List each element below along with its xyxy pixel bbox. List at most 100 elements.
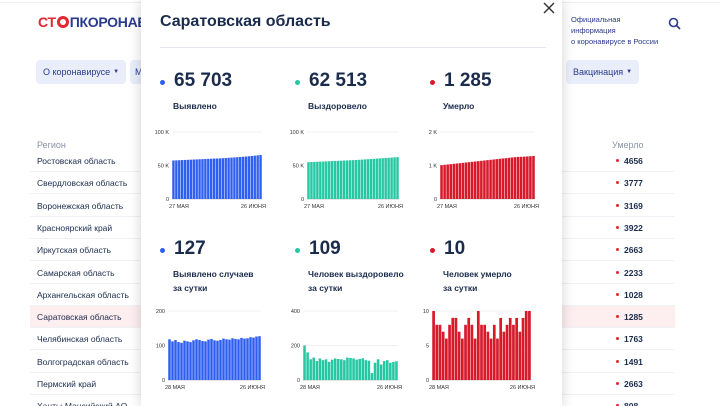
chart-bar[interactable] [247,156,251,199]
chart-bar[interactable] [255,336,258,380]
chart-bar[interactable] [192,159,195,199]
close-icon[interactable] [542,1,556,15]
chart-bar[interactable] [343,360,346,380]
chart-bar[interactable] [528,311,531,380]
chart-bar[interactable] [312,357,316,380]
table-row[interactable]: Ханты-Мансийский АО 808 [30,395,675,406]
chart-bar[interactable] [378,158,381,199]
chart-bar[interactable] [446,164,449,199]
chart-bar[interactable] [207,158,210,199]
chart-bar[interactable] [461,162,465,199]
chart-bar[interactable] [183,340,186,380]
chart-bar[interactable] [336,358,340,380]
chart-bar[interactable] [381,158,384,199]
chart-bar[interactable] [387,157,390,199]
chart-bar[interactable] [390,157,393,199]
chart-bar[interactable] [467,162,471,199]
chart-bar[interactable] [258,336,261,380]
chart-bar[interactable] [480,324,483,380]
chart-bar[interactable] [236,157,239,199]
chart-bar[interactable] [175,160,178,199]
chart-bar[interactable] [473,161,477,199]
chart-bar[interactable] [177,342,180,380]
chart-bar[interactable] [504,158,508,199]
chart-bar[interactable] [460,338,464,380]
chart-bar[interactable] [178,160,181,199]
chart-bar[interactable] [330,161,334,199]
chart-bar[interactable] [451,317,455,380]
chart-bar[interactable] [209,158,213,199]
chart-bar[interactable] [395,361,398,380]
chart-bar[interactable] [492,159,495,199]
chart-bar[interactable] [252,337,255,380]
chart-bar[interactable] [195,159,198,199]
chart-bar[interactable] [432,311,435,380]
chart-bar[interactable] [333,358,337,380]
chart-bar[interactable] [532,155,535,199]
chart-bar[interactable] [212,158,216,199]
chart-bar[interactable] [325,161,328,199]
chart-bar[interactable] [207,339,210,380]
chart-bar[interactable] [492,324,496,380]
chart-bar[interactable] [522,156,526,199]
chart-bar[interactable] [480,160,483,199]
chart-bar[interactable] [449,164,453,199]
chart-bar[interactable] [477,161,480,199]
chart-bar[interactable] [470,161,474,199]
chart-bar[interactable] [316,161,319,199]
chart-bar[interactable] [489,159,492,199]
chart-bar[interactable] [502,331,506,380]
chart-bar[interactable] [168,339,171,380]
chart-bar[interactable] [470,324,474,380]
chart-bar[interactable] [483,160,486,199]
chart-bar[interactable] [222,338,225,380]
chart-bar[interactable] [519,156,523,199]
chart-bar[interactable] [230,157,233,199]
chart-bar[interactable] [306,352,309,380]
chart-bar[interactable] [244,156,248,199]
chart-bar[interactable] [333,160,337,199]
chart-bar[interactable] [180,342,183,380]
chart-bar[interactable] [515,317,518,380]
chart-bar[interactable] [363,159,367,199]
chart-bar[interactable] [259,154,262,199]
chart-bar[interactable] [364,360,368,380]
chart-bar[interactable] [512,324,515,380]
chart-bar[interactable] [233,157,236,199]
chart-bar[interactable] [215,158,219,199]
chart-bar[interactable] [352,358,355,380]
chart-bar[interactable] [455,163,459,199]
chart-bar[interactable] [396,157,399,199]
chart-bar[interactable] [498,158,502,199]
chart-bar[interactable] [322,161,325,199]
chart-bar[interactable] [464,324,467,380]
chart-bar[interactable] [216,340,219,380]
chart-bar[interactable] [366,159,370,199]
chart-bar[interactable] [256,155,259,199]
chart-bar[interactable] [375,158,378,199]
chart-bar[interactable] [351,160,355,199]
chart-bar[interactable] [186,341,189,380]
chart-bar[interactable] [382,361,386,380]
chart-bar[interactable] [240,337,243,380]
chart-bar[interactable] [315,361,319,380]
chart-bar[interactable] [330,359,334,380]
chart-bar[interactable] [464,162,468,199]
chart-bar[interactable] [499,317,503,380]
chart-bar[interactable] [495,159,498,199]
region-column-header[interactable]: Регион [37,140,66,150]
official-info[interactable]: Официальная информация о коронавирусе в … [571,14,663,47]
chart-bar[interactable] [358,358,361,380]
chart-bar[interactable] [435,324,439,380]
chart-bar[interactable] [189,342,192,380]
chart-bar[interactable] [192,340,195,380]
chart-bar[interactable] [496,338,499,380]
chart-bar[interactable] [454,317,458,380]
chart-bar[interactable] [237,339,240,380]
chart-bar[interactable] [250,155,254,199]
chart-bar[interactable] [518,331,522,380]
chart-bar[interactable] [379,364,383,380]
chart-bar[interactable] [369,159,373,199]
chart-bar[interactable] [186,159,190,199]
chart-bar[interactable] [441,331,445,380]
